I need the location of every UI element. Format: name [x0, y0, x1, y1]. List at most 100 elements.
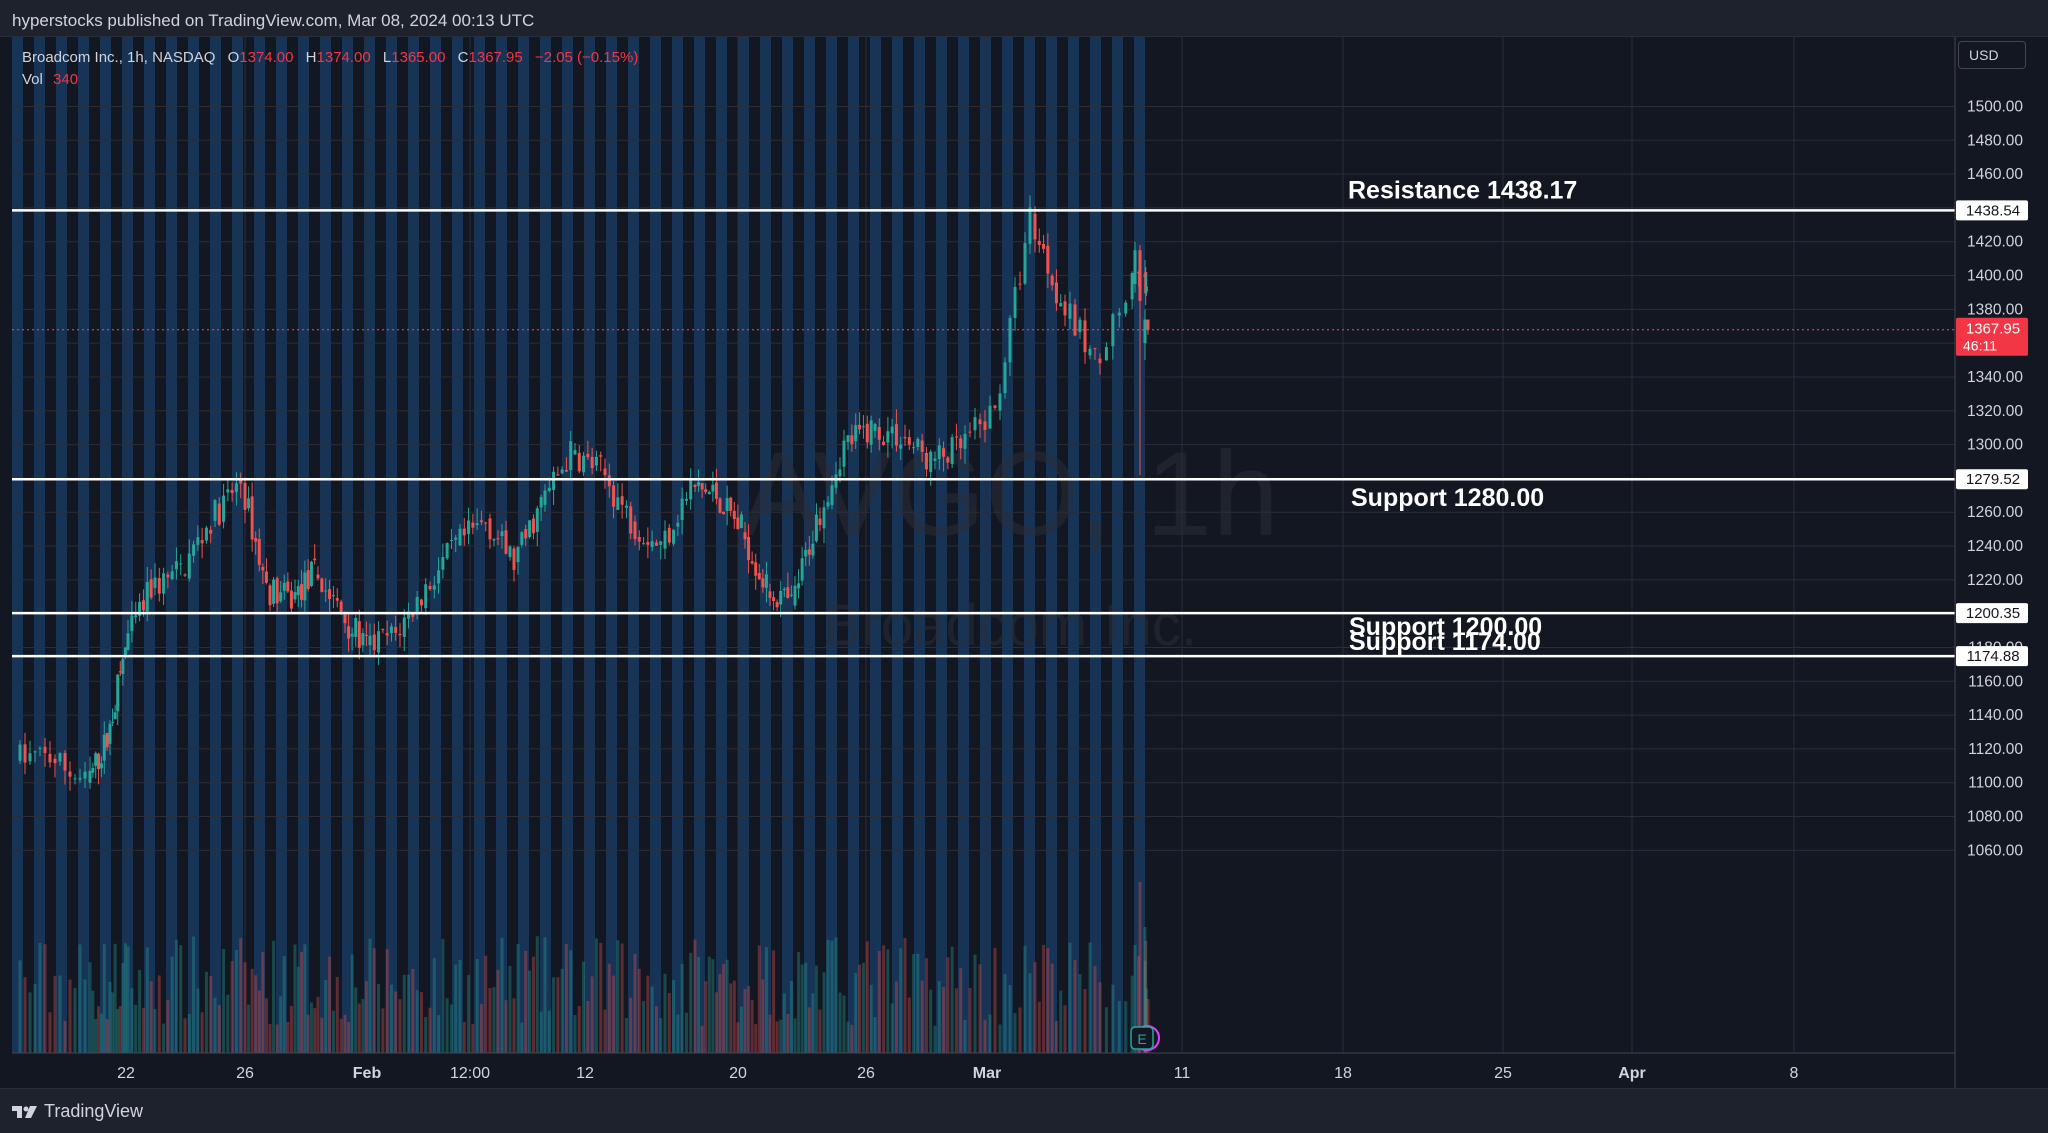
price-tick-label: 1100.00 — [1968, 775, 2023, 792]
candle-body — [722, 511, 726, 515]
price-tick-label: 1140.00 — [1968, 707, 2023, 724]
volume-bar — [1028, 973, 1032, 1053]
session-band — [870, 37, 881, 1053]
volume-bar — [814, 965, 818, 1053]
volume-bar — [786, 1014, 790, 1053]
volume-bar — [697, 956, 701, 1053]
tradingview-logo-icon — [12, 1105, 37, 1118]
candle-body — [1033, 213, 1037, 240]
candle-body — [743, 532, 747, 540]
volume-bar — [331, 1010, 335, 1053]
volume-bar — [174, 939, 178, 1053]
candle-body — [1130, 273, 1134, 300]
candle-body — [145, 582, 149, 612]
candle-body — [1073, 304, 1077, 336]
session-band — [12, 37, 23, 1053]
volume-bar — [1042, 944, 1046, 1053]
volume-bar — [830, 940, 834, 1053]
session-band — [276, 37, 287, 1053]
volume-bar — [170, 956, 174, 1053]
candle-body — [858, 424, 862, 430]
volume-bar — [239, 938, 243, 1053]
candle-body — [313, 558, 317, 561]
volume-bar — [149, 981, 153, 1053]
candle-body — [676, 522, 680, 527]
volume-bar — [861, 962, 865, 1053]
candle-body — [264, 571, 268, 583]
volume-bar — [924, 958, 928, 1053]
candle-body — [916, 438, 920, 447]
symbol-legend: Broadcom Inc., 1h, NASDAQ O1374.00 H1374… — [22, 47, 638, 91]
volume-bar — [504, 1000, 508, 1053]
candle-body — [179, 563, 183, 565]
candle-body — [192, 544, 196, 556]
candle-body — [569, 441, 573, 471]
candle-body — [300, 584, 304, 600]
volume-bar — [123, 943, 127, 1053]
candle-body — [954, 436, 958, 438]
level-price-tag-text: 1279.52 — [1966, 471, 2020, 488]
volume-bar — [704, 981, 708, 1053]
volume-bar — [28, 992, 32, 1053]
volume-bar — [942, 986, 946, 1053]
volume-bar — [718, 974, 722, 1053]
candle-body — [222, 495, 226, 522]
volume-bar — [556, 977, 560, 1053]
volume-bar — [282, 956, 286, 1053]
candle-body — [667, 527, 671, 543]
symbol-name[interactable]: Broadcom Inc., 1h, NASDAQ — [22, 49, 216, 66]
candle-body — [328, 589, 332, 599]
volume-bar — [782, 993, 786, 1053]
volume-bar — [858, 964, 862, 1053]
currency-selector[interactable]: USD — [1958, 41, 2026, 69]
volume-label[interactable]: Vol — [22, 71, 43, 88]
volume-bar — [564, 943, 568, 1053]
level-price-tag — [1956, 603, 2028, 624]
candle-body — [91, 768, 95, 773]
candle-body — [528, 520, 532, 537]
volume-bar — [407, 974, 411, 1053]
earnings-marker[interactable]: E — [1130, 1025, 1160, 1051]
volume-bar — [272, 940, 276, 1053]
volume-bar — [894, 981, 898, 1053]
candle-body — [725, 498, 729, 511]
candle-body — [772, 597, 776, 602]
time-tick-label: 12:00 — [450, 1065, 490, 1082]
price-tick-label: 1080.00 — [1967, 809, 2023, 826]
volume-bar — [364, 981, 368, 1053]
candle-body — [254, 538, 258, 542]
level-price-tag — [1956, 646, 2028, 667]
candle-body — [234, 483, 238, 492]
price-tick-label: 1120.00 — [1968, 741, 2023, 758]
candle-body — [899, 444, 903, 449]
candle-body — [754, 562, 758, 576]
session-band — [166, 37, 177, 1053]
candle-body — [607, 475, 611, 487]
candle-body — [624, 505, 628, 508]
volume-bar — [134, 1004, 138, 1053]
session-band — [386, 37, 397, 1053]
candle-body — [347, 626, 351, 639]
session-band — [1002, 37, 1013, 1053]
session-band — [342, 37, 353, 1053]
session-band — [78, 37, 89, 1053]
candle-body — [126, 633, 130, 650]
candle-body — [757, 572, 761, 580]
volume-bar — [797, 952, 801, 1053]
candle-body — [1008, 317, 1012, 363]
volume-bar — [1063, 1005, 1067, 1053]
candle-body — [83, 771, 87, 779]
session-band — [56, 37, 67, 1053]
tradingview-brand[interactable]: TradingView — [12, 1101, 143, 1122]
candle-body — [882, 441, 886, 445]
volume-bar — [411, 968, 415, 1053]
level-price-tag-text: 1200.35 — [1966, 605, 2020, 622]
candle-body — [838, 469, 842, 477]
candle-body — [1144, 272, 1148, 294]
candle-body — [959, 438, 963, 449]
candle-body — [462, 528, 466, 536]
volume-bar — [1050, 963, 1054, 1053]
candle-body — [475, 523, 479, 526]
candle-body — [331, 595, 335, 597]
